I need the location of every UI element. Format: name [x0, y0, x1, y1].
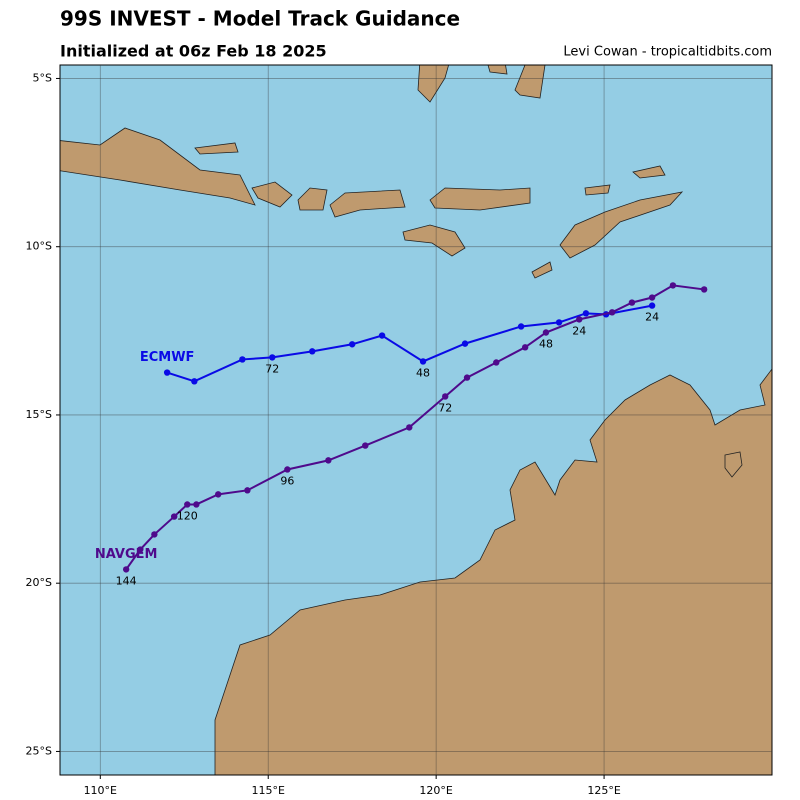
x-tick-label: 115°E — [251, 784, 284, 797]
y-tick-label: 5°S — [33, 71, 52, 84]
track-point — [555, 319, 563, 326]
track-point — [406, 424, 413, 431]
track-point — [463, 374, 471, 381]
track-point — [582, 310, 590, 317]
track-point — [269, 354, 276, 361]
x-tick-label: 125°E — [587, 784, 620, 797]
track-point — [442, 393, 449, 400]
y-tick-label: 25°S — [26, 744, 52, 757]
hour-label: 144 — [116, 574, 137, 587]
track-point — [151, 531, 158, 538]
track-point — [378, 332, 386, 339]
hour-label: 72 — [438, 401, 452, 414]
hour-label: 48 — [416, 366, 430, 379]
series-label: ECMWF — [140, 350, 195, 365]
track-point — [170, 513, 178, 520]
hour-label: 96 — [280, 474, 294, 487]
y-tick-label: 20°S — [26, 576, 52, 589]
track-point — [576, 316, 583, 323]
credit: Levi Cowan - tropicaltidbits.com — [563, 45, 772, 60]
x-tick-label: 110°E — [84, 784, 117, 797]
track-point — [244, 487, 251, 494]
track-point — [214, 491, 222, 498]
track-point — [348, 341, 356, 348]
hour-label: 24 — [572, 324, 586, 337]
track-point — [493, 359, 500, 366]
track-point — [191, 378, 198, 385]
hour-label: 120 — [177, 509, 198, 522]
land — [60, 65, 772, 775]
track-point — [193, 501, 200, 508]
chart-title: 99S INVEST - Model Track Guidance — [60, 7, 460, 31]
track-point — [521, 344, 529, 351]
track-point — [325, 457, 332, 464]
hour-label: 48 — [539, 338, 553, 351]
track-point — [608, 309, 616, 316]
track-point — [284, 466, 291, 473]
chart-subtitle: Initialized at 06z Feb 18 2025 — [60, 42, 327, 61]
track-point — [163, 369, 171, 376]
y-tick-label: 15°S — [26, 408, 52, 421]
track-point — [461, 340, 469, 347]
y-tick-label: 10°S — [26, 240, 52, 253]
track-point — [137, 546, 144, 553]
track-point — [122, 566, 130, 573]
hour-label: 24 — [645, 311, 659, 324]
track-point — [362, 442, 369, 449]
map-frame — [59, 64, 773, 776]
track-point — [700, 286, 708, 293]
track-point — [669, 282, 677, 289]
track-point — [309, 348, 316, 355]
track-point — [648, 294, 656, 301]
track-point — [239, 356, 246, 363]
track-point — [517, 323, 525, 330]
track-point — [648, 302, 656, 309]
series-label: NAVGEM — [95, 547, 158, 562]
track-line — [166, 304, 653, 383]
hour-label: 72 — [265, 362, 279, 375]
track-point — [184, 501, 191, 508]
x-tick-label: 120°E — [419, 784, 452, 797]
track-point — [628, 299, 636, 306]
track-point — [542, 329, 550, 336]
track-point — [419, 358, 427, 365]
